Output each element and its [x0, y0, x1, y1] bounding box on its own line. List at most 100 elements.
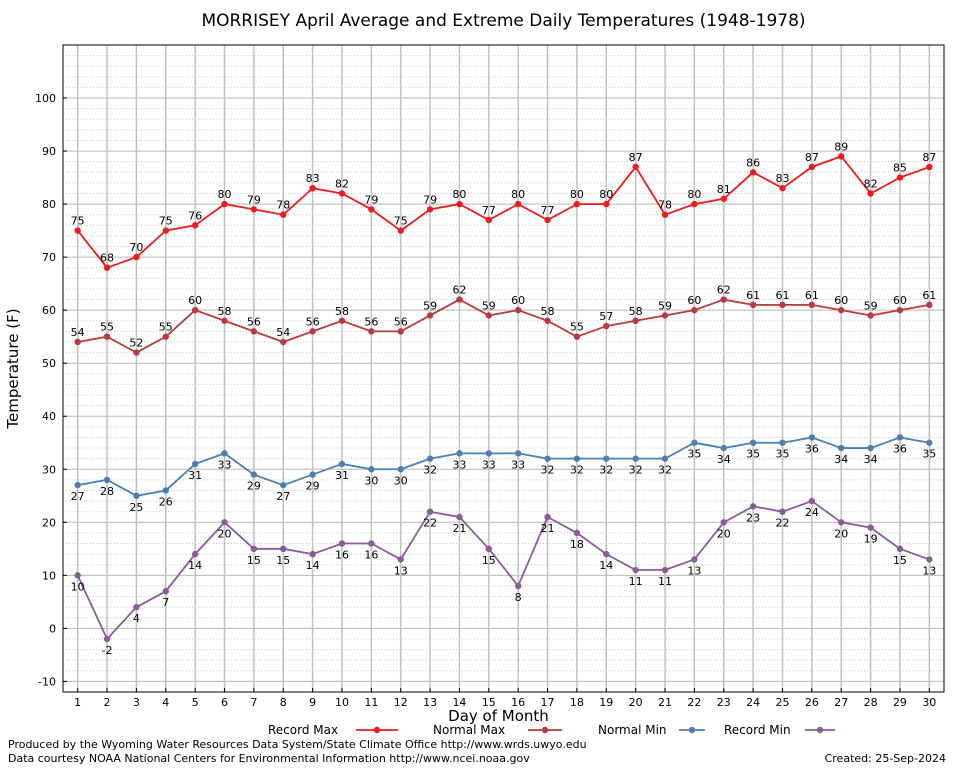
record-max-point	[691, 200, 698, 208]
record-max-point	[896, 174, 904, 181]
normal-min-data-label: 32	[423, 464, 437, 477]
record-max-data-label: 80	[687, 188, 701, 201]
normal-max-data-label: 56	[364, 315, 378, 328]
normal-min-point	[691, 439, 698, 446]
y-tick-label: 0	[49, 622, 56, 635]
normal-min-data-label: 34	[834, 453, 848, 466]
record-max-data-label: 75	[159, 215, 173, 228]
x-axis-label: Day of Month	[448, 707, 549, 725]
normal-min-point	[661, 455, 669, 462]
record-min-data-label: 8	[515, 591, 522, 604]
record-min-point	[456, 513, 463, 521]
record-max-data-label: 79	[364, 193, 378, 206]
legend-marker-record-max	[373, 726, 381, 734]
normal-min-point	[280, 481, 287, 489]
normal-max-point	[368, 328, 375, 335]
y-tick-label: 20	[42, 516, 56, 529]
y-tick-label: 30	[42, 463, 56, 476]
legend-label-record-min: Record Min	[724, 723, 791, 737]
normal-min-data-label: 32	[658, 464, 672, 477]
normal-min-data-label: 28	[100, 485, 114, 498]
normal-max-data-label: 62	[717, 284, 731, 297]
x-tick-label: 19	[599, 696, 613, 709]
record-max-point	[720, 195, 727, 202]
record-max-point	[133, 253, 140, 261]
normal-max-data-label: 59	[864, 299, 878, 312]
record-min-point	[838, 519, 845, 526]
record-max-point	[162, 227, 169, 234]
record-min-data-label: 21	[452, 522, 466, 535]
record-min-data-label: 13	[922, 564, 936, 577]
normal-min-data-label: 29	[306, 480, 320, 493]
normal-max-point	[456, 296, 463, 303]
normal-max-data-label: 56	[394, 315, 408, 328]
y-axis-label: Temperature (F)	[4, 308, 22, 429]
record-max-line	[76, 155, 930, 269]
x-tick-label: 30	[922, 696, 936, 709]
record-min-data-label: 18	[570, 538, 584, 551]
record-min-point	[485, 545, 493, 553]
x-tick-label: 13	[423, 696, 437, 709]
record-min-point	[221, 519, 228, 526]
record-min-data-label: 11	[658, 575, 672, 588]
x-tick-label: 25	[775, 696, 789, 709]
record-max-data-label: 85	[893, 162, 907, 175]
x-tick-label: 8	[280, 696, 287, 709]
normal-max-data-label: 59	[423, 299, 437, 312]
normal-min-point	[397, 466, 404, 473]
record-min-data-label: 15	[893, 554, 907, 567]
y-tick-label: 80	[42, 198, 56, 211]
record-max-data-label: 75	[71, 215, 85, 228]
legend-marker-normal-max	[541, 726, 549, 734]
normal-max-data-label: 52	[129, 337, 143, 350]
normal-max-point	[926, 301, 933, 309]
y-tick-label: 40	[42, 410, 56, 423]
normal-max-point	[808, 301, 816, 309]
y-tick-label: 50	[42, 357, 56, 370]
record-max-point	[280, 211, 287, 218]
x-tick-label: 26	[805, 696, 819, 709]
normal-max-data-label: 54	[276, 326, 290, 339]
record-max-data-label: 70	[129, 241, 143, 254]
footer-produced-by: Produced by the Wyoming Water Resources …	[8, 738, 587, 751]
record-min-point	[309, 550, 316, 558]
record-max-point	[544, 216, 551, 224]
normal-max-data-label: 60	[834, 294, 848, 307]
record-min-data-label: 22	[423, 517, 437, 530]
x-tick-label: 3	[133, 696, 140, 709]
x-tick-label: 23	[717, 696, 731, 709]
normal-min-data-label: 25	[129, 501, 143, 514]
normal-max-point	[162, 333, 169, 340]
normal-min-point	[191, 460, 199, 468]
record-max-point	[779, 184, 786, 192]
y-tick-label: 60	[42, 304, 56, 317]
normal-min-point	[456, 450, 463, 457]
normal-min-point	[162, 487, 169, 494]
normal-min-data-label: 35	[687, 448, 701, 461]
record-min-point	[544, 513, 551, 521]
normal-max-data-label: 62	[452, 284, 466, 297]
record-max-data-label: 75	[394, 215, 408, 228]
record-min-point	[867, 524, 874, 531]
record-max-data-label: 78	[276, 199, 290, 212]
record-max-point	[749, 169, 757, 176]
normal-max-point	[514, 306, 522, 314]
normal-max-point	[896, 306, 904, 314]
record-min-data-label: 16	[364, 549, 378, 562]
x-tick-label: 22	[687, 696, 701, 709]
normal-max-line	[77, 298, 930, 354]
normal-max-point	[691, 306, 698, 314]
record-min-point	[749, 503, 757, 510]
legend-marker-record-min	[816, 726, 824, 734]
legend-marker-normal-min	[688, 726, 696, 734]
record-min-data-label: 14	[306, 559, 320, 572]
record-min-point	[162, 588, 169, 595]
chart-title: MORRISEY April Average and Extreme Daily…	[201, 11, 805, 31]
normal-max-point	[867, 312, 874, 319]
normal-min-data-label: 33	[218, 458, 232, 471]
record-min-data-label: 10	[71, 580, 85, 593]
normal-min-point	[426, 455, 434, 462]
record-max-point	[426, 206, 434, 213]
record-min-data-label: 22	[775, 517, 789, 530]
record-max-point	[456, 200, 463, 208]
